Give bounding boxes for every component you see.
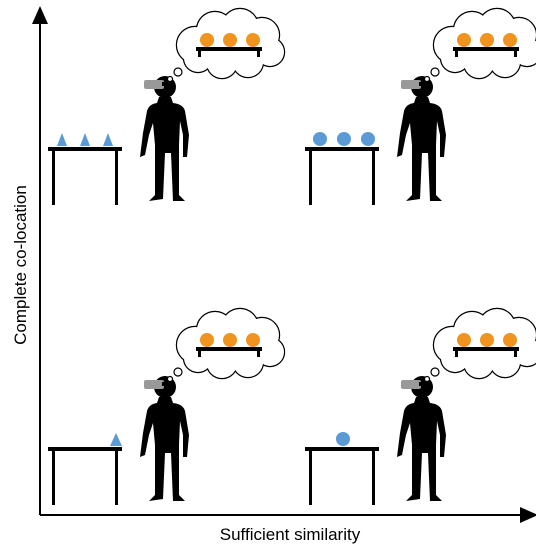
y-axis-label: Complete co-location	[11, 185, 30, 345]
scene-top-right	[305, 9, 536, 205]
scene-bottom-left	[48, 309, 284, 505]
scene-bottom-right	[305, 309, 536, 505]
x-axis-label: Sufficient similarity	[220, 525, 361, 544]
scene-top-left	[48, 9, 284, 205]
diagram: Complete co-location Sufficient similari…	[0, 0, 536, 546]
